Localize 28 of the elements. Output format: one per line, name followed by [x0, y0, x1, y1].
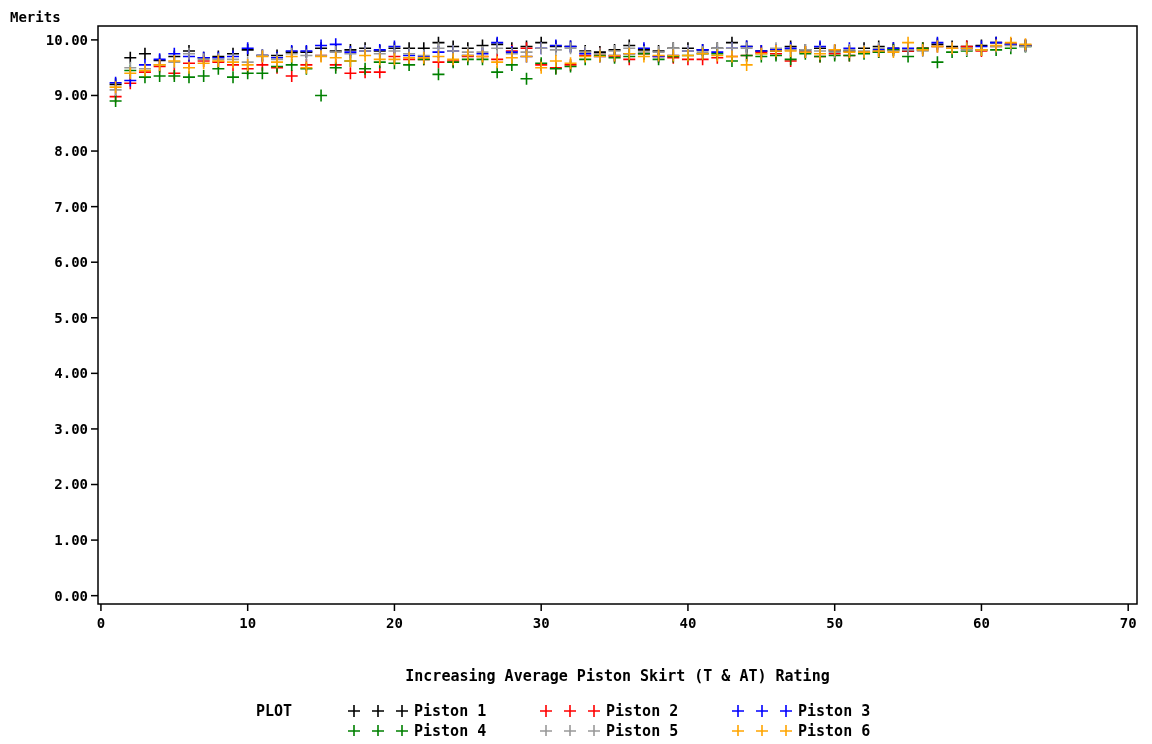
- y-tick-label: 7.00: [54, 198, 88, 215]
- x-tick-label: 20: [386, 615, 403, 631]
- y-tick-label: 6.00: [54, 254, 88, 271]
- legend-title: PLOT: [256, 702, 293, 720]
- y-tick-label: 5.00: [54, 309, 88, 326]
- legend-label: Piston 1: [414, 702, 487, 720]
- x-tick-label: 40: [679, 615, 697, 631]
- x-axis-title: Increasing Average Piston Skirt (T & AT) Rating: [405, 667, 830, 685]
- legend-label: Piston 6: [798, 722, 871, 740]
- x-tick-label: 10: [239, 615, 257, 631]
- x-tick-label: 60: [973, 615, 990, 631]
- y-tick-label: 8.00: [54, 142, 88, 159]
- y-tick-label: 4.00: [54, 365, 88, 382]
- y-tick-label: 0.00: [54, 587, 88, 604]
- y-tick-label: 2.00: [54, 476, 88, 493]
- x-tick-label: 70: [1119, 615, 1137, 631]
- x-tick-label: 30: [532, 615, 550, 631]
- legend-label: Piston 4: [414, 722, 487, 740]
- x-tick-label: 0: [96, 615, 106, 631]
- legend-label: Piston 2: [606, 702, 679, 720]
- y-tick-label: 3.00: [54, 420, 88, 437]
- x-tick-label: 50: [826, 615, 844, 631]
- y-tick-label: 9.00: [54, 87, 88, 104]
- y-tick-label: 1.00: [54, 531, 88, 548]
- legend-label: Piston 3: [798, 702, 871, 720]
- y-tick-label: 10.00: [45, 31, 88, 48]
- y-axis-title: Merits: [10, 9, 61, 25]
- legend-label: Piston 5: [606, 722, 679, 740]
